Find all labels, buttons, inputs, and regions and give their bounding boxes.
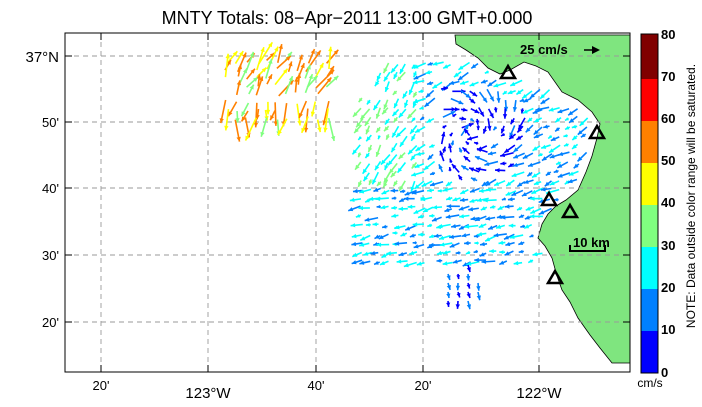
scale-bar-label: 10 km (573, 235, 610, 250)
colorbar-tick: 40 (661, 195, 675, 210)
map-title: MNTY Totals: 08−Apr−2011 13:00 GMT+0.000 (162, 8, 533, 28)
colorbar-tick: 50 (661, 153, 675, 168)
lat-label-37n: 37°N (25, 49, 59, 66)
station-marker (539, 190, 559, 207)
station-marker (587, 123, 607, 140)
lon-label-123w: 123°W (185, 385, 231, 402)
lat-label-20: 20' (42, 315, 59, 330)
reference-vector-label: 25 cm/s (520, 42, 568, 57)
colorbar-tick: 10 (661, 322, 675, 337)
lat-label-30: 30' (42, 248, 59, 263)
lon-label-20w: 20' (93, 378, 110, 393)
map-border (64, 32, 631, 373)
lon-label-40w: 40' (308, 378, 325, 393)
reference-vector: 25 cm/s (520, 42, 600, 57)
colorbar-tick: 30 (661, 238, 675, 253)
colorbar-tick: 20 (661, 280, 675, 295)
lon-label-122w: 122°W (516, 385, 562, 402)
lon-label-20w-east: 20' (415, 378, 432, 393)
colorbar-tick: 80 (661, 27, 675, 42)
lon-labels: 20' 123°W 40' 20' 122°W (93, 378, 563, 402)
colorbar-tick: 60 (661, 111, 675, 126)
lat-label-40: 40' (42, 181, 59, 196)
colorbar-tick: 0 (661, 365, 668, 380)
station-marker (545, 268, 565, 285)
station-marker (498, 63, 518, 80)
lat-label-50: 50' (42, 115, 59, 130)
scale-bar: 10 km (569, 235, 610, 252)
map-frame (65, 33, 630, 372)
land-mass (454, 34, 631, 364)
radar-stations (498, 63, 607, 285)
station-marker (560, 202, 580, 219)
colorbar: 80 70 60 50 40 30 20 10 0 cm/s (637, 27, 675, 390)
lat-labels: 37°N 50' 40' 30' 20' (25, 49, 59, 330)
colorbar-tick: 70 (661, 69, 675, 84)
colorbar-units: cm/s (637, 376, 662, 390)
border-ticks (65, 33, 630, 372)
current-vectors (219, 41, 589, 310)
saturation-note: NOTE: Data outside color range will be s… (684, 64, 698, 328)
